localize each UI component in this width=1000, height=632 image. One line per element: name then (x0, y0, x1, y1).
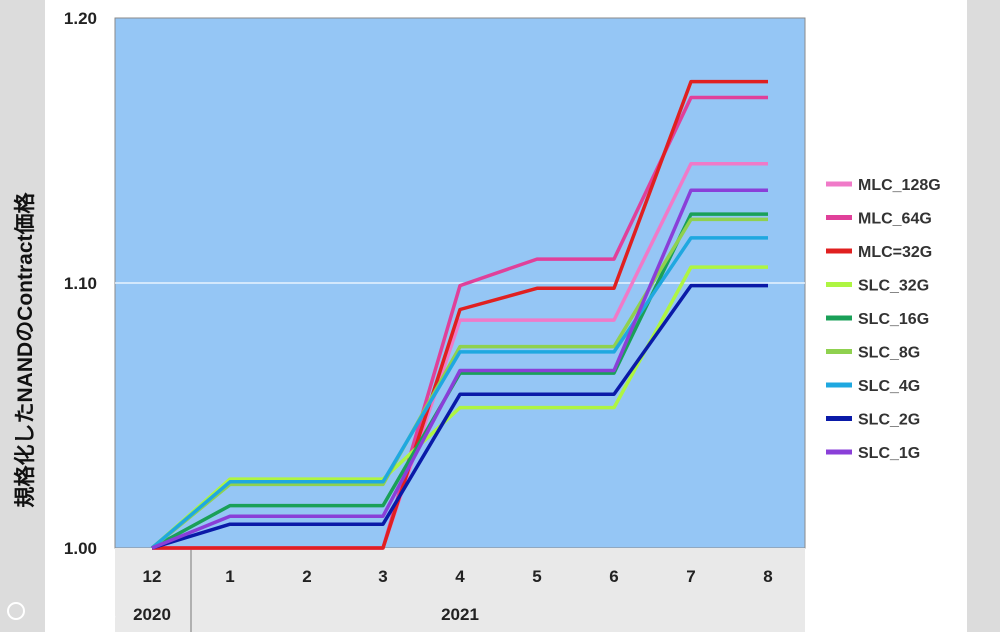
y-tick-label: 1.10 (64, 274, 97, 293)
legend-label: SLC_32G (858, 278, 929, 295)
x-tick-label: 12 (143, 567, 162, 586)
watermark-text: 大数跨境 (52, 602, 116, 621)
x-tick-label: 6 (609, 567, 618, 586)
y-tick-label: 1.00 (64, 539, 97, 558)
watermark: 大数跨境 (7, 602, 116, 621)
x-tick-label: 5 (532, 567, 541, 586)
y-axis: 1.00 1.10 1.20 (64, 9, 97, 558)
series-line-MLC=32G (152, 79, 768, 550)
series-line-SLC_4G (150, 236, 768, 550)
series-line-SLC_8G (150, 217, 768, 550)
x-tick-label: 4 (455, 567, 465, 586)
x-tick-label: 8 (763, 567, 772, 586)
legend-label: SLC_2G (858, 412, 920, 429)
x-tick-label: 3 (378, 567, 387, 586)
legend-label: MLC=32G (858, 244, 932, 261)
x-tick-label: 7 (686, 567, 695, 586)
year-group-label: 2021 (441, 605, 479, 624)
legend-label: SLC_16G (858, 311, 929, 328)
series-lines (150, 79, 768, 550)
year-group-label: 2020 (133, 605, 171, 624)
legend-label: SLC_8G (858, 345, 920, 362)
category-band (115, 548, 805, 632)
x-tick-label: 2 (302, 567, 311, 586)
legend-label: SLC_4G (858, 378, 920, 395)
y-axis-label: 規格化したNANDのContract価格 (13, 192, 37, 508)
legend-label: MLC_64G (858, 211, 932, 228)
legend: MLC_128G MLC_64G MLC=32G SLC_32G SLC_16G SLC_… (826, 177, 941, 462)
legend-label: SLC_1G (858, 445, 920, 462)
y-tick-label: 1.20 (64, 9, 97, 28)
series-line-SLC_2G (151, 283, 768, 550)
x-tick-label: 1 (225, 567, 234, 586)
legend-label: MLC_128G (858, 177, 941, 194)
watermark-logo (7, 602, 25, 620)
series-line-SLC_1G (151, 188, 768, 550)
series-line-SLC_32G (150, 265, 768, 550)
